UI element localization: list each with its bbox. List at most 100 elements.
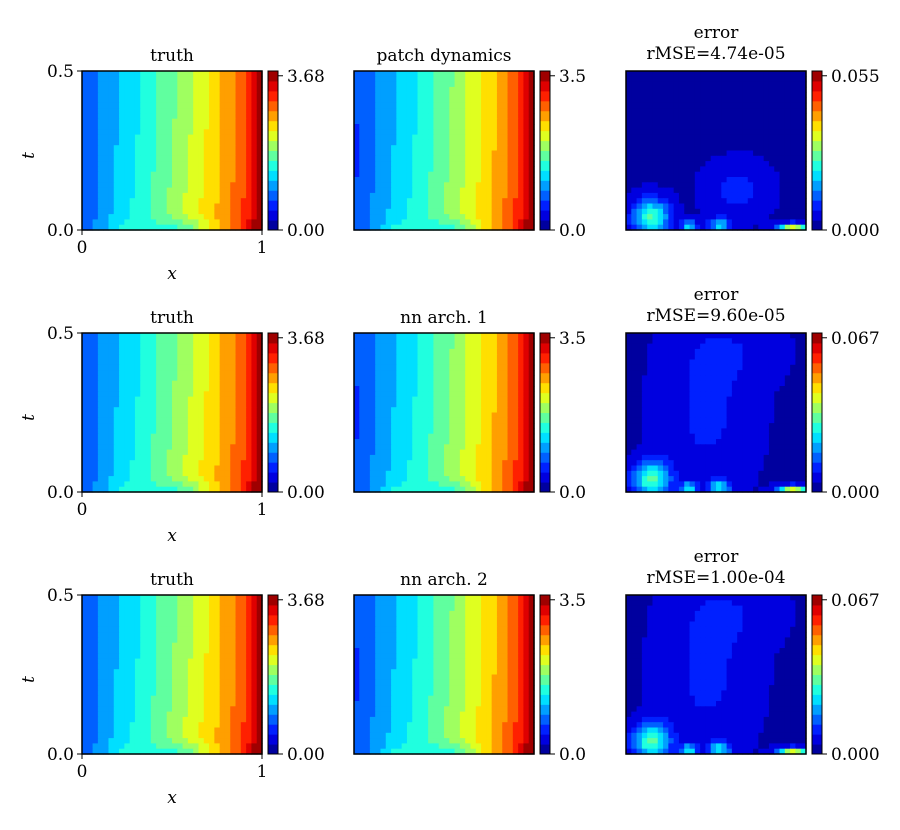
heatmap-cell <box>689 182 696 189</box>
heatmap-cell <box>177 219 184 226</box>
heatmap-cell <box>753 108 759 114</box>
heatmap-cell <box>182 171 189 178</box>
heatmap-cell <box>694 219 701 226</box>
heatmap-cell <box>678 182 685 189</box>
heatmap-cell <box>251 182 258 189</box>
heatmap-cell <box>716 182 722 189</box>
heatmap-cell <box>172 380 178 387</box>
heatmap-cell <box>177 359 184 366</box>
heatmap-cell <box>486 386 493 392</box>
heatmap-cell <box>784 145 791 152</box>
heatmap-cell <box>449 375 456 382</box>
heatmap-cell <box>82 444 88 451</box>
heatmap-cell <box>354 198 360 205</box>
heatmap-cell <box>433 71 440 77</box>
heatmap-cell <box>459 401 466 408</box>
heatmap-cell <box>694 171 701 178</box>
heatmap-cell <box>256 428 263 435</box>
heatmap-cell <box>528 359 535 366</box>
colorbar-min-label: 0.000 <box>831 221 880 241</box>
heatmap-cell <box>684 208 691 215</box>
heatmap-cell <box>359 187 366 194</box>
heatmap-cell <box>246 192 253 199</box>
heatmap-cell <box>401 454 408 461</box>
heatmap-cell <box>134 171 141 178</box>
heatmap-cell <box>87 187 94 194</box>
heatmap-cell <box>433 219 440 226</box>
heatmap-cell <box>224 396 231 403</box>
heatmap-cell <box>182 449 189 456</box>
heatmap-cell <box>87 454 94 461</box>
heatmap-cell <box>256 454 263 461</box>
heatmap-cell <box>502 224 509 231</box>
heatmap-cell <box>401 145 408 152</box>
heatmap-cell <box>790 97 797 104</box>
heatmap-cell <box>119 224 125 231</box>
heatmap-cell <box>459 433 466 440</box>
heatmap-cell <box>103 428 110 435</box>
heatmap-cell <box>385 380 392 387</box>
colorbar-frame <box>811 70 823 231</box>
heatmap-cell <box>626 224 632 231</box>
heatmap-cell <box>92 470 99 477</box>
heatmap-cell <box>768 71 775 77</box>
heatmap-cell <box>198 203 205 210</box>
heatmap-cell <box>481 203 487 210</box>
heatmap-cell <box>364 139 371 146</box>
heatmap-cell <box>103 470 110 477</box>
heatmap-cell <box>354 86 360 93</box>
heatmap-cell <box>496 203 503 210</box>
heatmap-cell <box>124 370 131 376</box>
heatmap-cell <box>401 129 408 136</box>
heatmap-cell <box>209 449 215 456</box>
heatmap-cell <box>636 155 643 162</box>
heatmap-cell <box>433 380 440 387</box>
heatmap-cell <box>753 177 759 183</box>
heatmap-cell <box>193 454 200 461</box>
heatmap-cell <box>140 380 147 387</box>
heatmap-cell <box>172 386 178 392</box>
heatmap-cell <box>652 145 659 152</box>
heatmap-cell <box>166 396 173 403</box>
heatmap-cell <box>444 333 450 339</box>
heatmap-cell <box>209 224 215 231</box>
heatmap-cell <box>491 380 498 387</box>
heatmap-cell <box>219 439 226 445</box>
heatmap-cell <box>486 348 493 355</box>
heatmap-cell <box>528 97 535 104</box>
heatmap-cell <box>689 145 696 152</box>
heatmap-cell <box>214 343 221 350</box>
heatmap-cell <box>428 375 435 382</box>
heatmap-cell <box>438 417 445 424</box>
heatmap-cell <box>108 333 115 339</box>
heatmap-cell <box>156 386 163 392</box>
heatmap-cell <box>417 177 424 183</box>
heatmap-cell <box>177 166 184 173</box>
heatmap-cell <box>518 118 525 125</box>
heatmap-cell <box>140 219 147 226</box>
heatmap-cell <box>417 187 424 194</box>
heatmap-cell <box>150 214 157 220</box>
heatmap-cell <box>626 81 632 88</box>
heatmap-cell <box>161 224 168 231</box>
heatmap-cell <box>523 81 530 88</box>
heatmap-cell <box>87 198 94 205</box>
heatmap-cell <box>251 166 258 173</box>
heatmap-cell <box>636 214 643 220</box>
heatmap-cell <box>380 166 387 173</box>
heatmap-cell <box>87 192 94 199</box>
heatmap-cell <box>737 187 744 194</box>
heatmap-cell <box>758 155 765 162</box>
heatmap-cell <box>92 454 99 461</box>
heatmap-cell <box>753 134 759 141</box>
heatmap-cell <box>214 129 221 136</box>
heatmap-cell <box>731 166 738 173</box>
heatmap-cell <box>82 476 88 482</box>
heatmap-cell <box>375 155 382 162</box>
heatmap-cell <box>187 470 194 477</box>
heatmap-cell <box>364 86 371 93</box>
heatmap-cell <box>491 333 498 339</box>
heatmap-cell <box>354 139 360 146</box>
heatmap-cell <box>528 391 535 398</box>
heatmap-cell <box>364 187 371 194</box>
